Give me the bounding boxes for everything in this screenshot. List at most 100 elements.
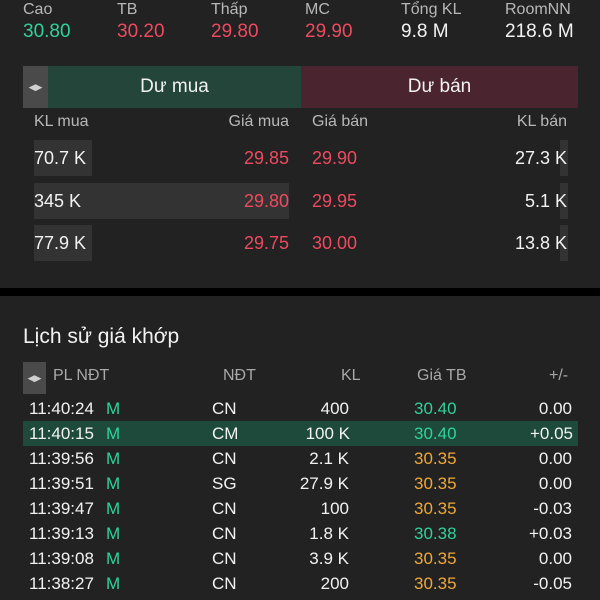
investor-type: CN <box>212 574 237 593</box>
trade-volume: 100 K <box>305 424 350 443</box>
sell-price: 29.95 <box>312 191 358 211</box>
price-change: +0.05 <box>529 424 573 443</box>
buy-volume: 345 K <box>34 191 82 211</box>
trade-side: M <box>106 549 121 568</box>
stat-high: Cao 30.80 <box>23 0 71 44</box>
trade-side: M <box>106 449 121 468</box>
history-title: Lịch sử giá khớp <box>23 325 180 348</box>
sell-price: 29.90 <box>312 148 358 168</box>
tab-sell-orders[interactable]: Dư bán <box>301 66 578 108</box>
history-column-headers: ◀▶ PL NĐT NĐT KL Giá TB +/- <box>0 362 600 394</box>
sell-price: 30.00 <box>312 233 358 253</box>
table-row[interactable]: 11:39:56 M CN 2.1 K 30.35 0.00 <box>0 446 600 471</box>
trade-side: M <box>106 424 121 443</box>
investor-type: CN <box>212 449 237 468</box>
trade-volume: 1.8 K <box>309 524 349 543</box>
price-change: 0.00 <box>538 549 572 568</box>
stat-label: RoomNN <box>505 1 571 18</box>
orderbook-row[interactable]: 70.7 K 29.85 29.90 27.3 K <box>0 140 600 176</box>
trade-volume: 100 <box>320 499 349 518</box>
col-buy-volume: KL mua <box>34 113 89 130</box>
table-row[interactable]: 11:40:24 M CN 400 30.40 0.00 <box>0 396 600 421</box>
sell-volume: 13.8 K <box>514 233 567 253</box>
table-row[interactable]: 11:39:51 M SG 27.9 K 30.35 0.00 <box>0 471 600 496</box>
buy-price: 29.85 <box>243 148 289 168</box>
stat-last-price: MC 29.90 <box>305 0 353 44</box>
price-change: 0.00 <box>538 399 572 418</box>
stat-value: 30.20 <box>117 21 165 42</box>
table-row[interactable]: 11:39:47 M CN 100 30.35 -0.03 <box>0 496 600 521</box>
buy-depth-bar <box>34 140 92 176</box>
stat-label: TB <box>117 1 138 18</box>
trade-volume: 200 <box>320 574 349 593</box>
expand-arrows-icon[interactable]: ◀▶ <box>23 362 46 394</box>
trade-time: 11:40:24 <box>29 399 94 418</box>
trade-time: 11:39:51 <box>29 474 94 493</box>
col-time: PL NĐT <box>53 367 110 384</box>
buy-price: 29.75 <box>243 233 289 253</box>
orderbook-header: ◀▶ Dư mua Dư bán <box>23 66 578 108</box>
stat-value: 9.8 M <box>401 21 449 42</box>
stat-value: 29.90 <box>305 21 353 42</box>
tab-buy-orders[interactable]: Dư mua <box>48 66 301 108</box>
buy-depth-bar <box>34 225 92 261</box>
col-avg-price: Giá TB <box>417 367 467 384</box>
stat-label: Cao <box>23 1 53 18</box>
price-change: 0.00 <box>538 474 572 493</box>
col-buy-price: Giá mua <box>228 113 289 130</box>
trade-price: 30.35 <box>414 474 457 493</box>
table-row[interactable]: 11:40:15 M CM 100 K 30.40 +0.05 <box>23 421 578 446</box>
trade-price: 30.35 <box>414 574 457 593</box>
price-change: 0.00 <box>538 449 572 468</box>
investor-type: CN <box>212 524 237 543</box>
trade-price: 30.35 <box>414 549 457 568</box>
investor-type: CN <box>212 499 237 518</box>
stats-row: Cao 30.80 TB 30.20 Thấp 29.80 MC 29.90 T… <box>0 0 600 44</box>
orderbook-row[interactable]: 345 K 29.80 29.95 5.1 K <box>0 183 600 219</box>
expand-arrows-icon[interactable]: ◀▶ <box>23 66 48 108</box>
trade-side: M <box>106 574 121 593</box>
stat-low: Thấp 29.80 <box>211 0 259 44</box>
orderbook-column-headers: KL mua Giá mua Giá bán KL bán <box>0 113 600 135</box>
investor-type: CM <box>212 424 239 443</box>
trade-price: 30.38 <box>414 524 457 543</box>
trade-price: 30.35 <box>414 499 457 518</box>
stat-label: Tổng KL <box>401 1 462 18</box>
stat-total-volume: Tổng KL 9.8 M <box>401 0 461 44</box>
trade-volume: 27.9 K <box>299 474 349 493</box>
trade-volume: 400 <box>320 399 349 418</box>
trade-volume: 2.1 K <box>309 449 349 468</box>
buy-volume: 70.7 K <box>34 148 87 168</box>
col-volume: KL <box>341 367 361 384</box>
stat-average: TB 30.20 <box>117 0 165 44</box>
price-change: +0.03 <box>528 524 572 543</box>
trade-time: 11:39:13 <box>29 524 94 543</box>
col-sell-price: Giá bán <box>312 113 369 130</box>
stat-value: 30.80 <box>23 21 71 42</box>
trade-side: M <box>106 474 121 493</box>
buy-price: 29.80 <box>243 191 289 211</box>
trade-time: 11:39:56 <box>29 449 94 468</box>
stat-label: MC <box>305 1 330 18</box>
price-change: -0.03 <box>533 499 572 518</box>
orderbook-row[interactable]: 77.9 K 29.75 30.00 13.8 K <box>0 225 600 261</box>
table-row[interactable]: 11:39:08 M CN 3.9 K 30.35 0.00 <box>0 546 600 571</box>
table-row[interactable]: 11:39:13 M CN 1.8 K 30.38 +0.03 <box>0 521 600 546</box>
trade-price: 30.35 <box>414 449 457 468</box>
table-row[interactable]: 11:38:27 M CN 200 30.35 -0.05 <box>0 571 600 596</box>
trade-side: M <box>106 499 121 518</box>
col-investor-type: NĐT <box>223 367 256 384</box>
sell-volume: 5.1 K <box>524 191 567 211</box>
stat-value: 218.6 M <box>505 21 574 42</box>
stat-foreign-room: RoomNN 218.6 M <box>505 0 574 44</box>
investor-type: SG <box>212 474 237 493</box>
section-divider <box>0 288 600 296</box>
investor-type: CN <box>212 399 237 418</box>
stat-label: Thấp <box>211 1 248 18</box>
sell-volume: 27.3 K <box>514 148 567 168</box>
investor-type: CN <box>212 549 237 568</box>
trade-time: 11:40:15 <box>29 424 94 443</box>
sell-depth-bar <box>560 140 568 176</box>
trade-price: 30.40 <box>414 399 457 418</box>
sell-depth-bar <box>560 183 568 219</box>
